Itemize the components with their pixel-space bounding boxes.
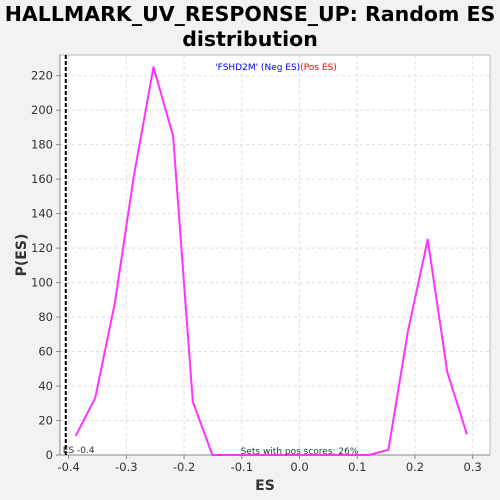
y-tick-label: 220	[31, 69, 53, 83]
x-tick-label: 0.3	[464, 460, 482, 474]
data-points	[75, 67, 467, 456]
grid-lines	[60, 55, 490, 456]
x-tick-label: -0.3	[115, 460, 137, 474]
chart-title: HALLMARK_UV_RESPONSE_UP: Random ES distr…	[0, 2, 500, 52]
y-axis-title: P(ES)	[14, 234, 30, 277]
y-tick-label: 160	[31, 172, 53, 186]
y-tick-label: 20	[38, 414, 53, 428]
x-tick-label: 0.0	[290, 460, 308, 474]
y-tick-label: 100	[31, 276, 53, 290]
y-tick-label: 180	[31, 138, 53, 152]
legend-neg-text: 'FSHD2M' (Neg ES)	[215, 63, 300, 73]
pos-scores-annotation: Sets with pos scores: 26%	[241, 447, 359, 457]
y-tick-label: 60	[38, 345, 53, 359]
x-tick-label: 0.1	[348, 460, 366, 474]
legend-pos-text: (Pos ES)	[300, 63, 337, 73]
y-tick-label: 80	[38, 310, 53, 324]
chart-title-line1: HALLMARK_UV_RESPONSE_UP: Random ES	[4, 2, 496, 26]
x-tick-label: -0.2	[173, 460, 195, 474]
x-tick-label: -0.4	[57, 460, 79, 474]
x-axis-title: ES	[255, 478, 275, 494]
plot-background	[59, 54, 491, 456]
y-tick-label: 140	[31, 207, 53, 221]
y-tick-label: 200	[31, 103, 53, 117]
y-tick-label: 0	[46, 448, 53, 462]
es-marker-label: ES -0.4	[63, 446, 95, 456]
chart-title-line2: distribution	[182, 27, 318, 51]
y-tick-label: 120	[31, 241, 53, 255]
es-distribution-line	[74, 66, 468, 456]
x-tick-label: 0.2	[406, 460, 424, 474]
x-tick-label: -0.1	[231, 460, 253, 474]
legend: 'FSHD2M' (Neg ES)(Pos ES)	[215, 63, 337, 73]
y-tick-label: 40	[38, 379, 53, 393]
